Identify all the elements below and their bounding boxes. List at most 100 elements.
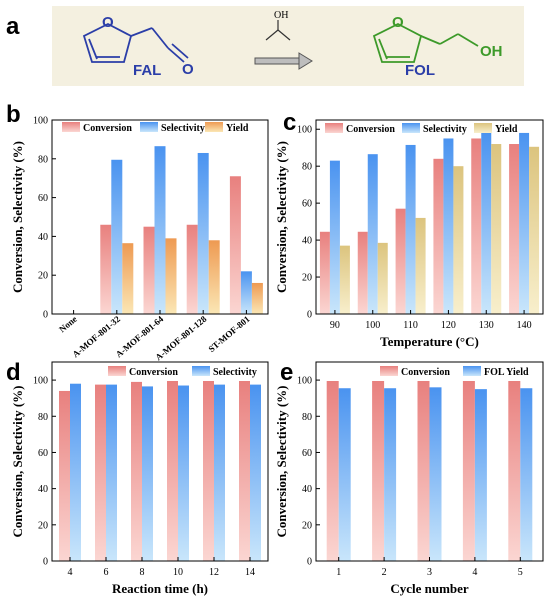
legend-label-c: Selectivity	[423, 124, 467, 135]
ytick-label-e: 80	[302, 412, 312, 423]
legend-label-d: Selectivity	[213, 367, 257, 378]
xtick-label-c: 110	[403, 320, 418, 331]
fol-label: FOL	[405, 62, 435, 79]
bar-b-selectivity-2	[154, 146, 166, 314]
bar-d-conversion-4	[203, 380, 214, 561]
chart-e: 0 20 40 60 80 100 1 2 3 4 5 Conversion, Selectivity…	[274, 361, 544, 596]
bar-e-conversion-3	[462, 380, 475, 561]
ytick-label-b: 80	[38, 154, 48, 165]
ytick-label-c: 100	[297, 125, 312, 136]
bar-b-conversion-4	[229, 176, 241, 314]
bar-c-selectivity-4	[481, 132, 492, 314]
ytick-label-c: 40	[302, 236, 312, 247]
ytick-label-d: 0	[43, 557, 48, 568]
reaction-scheme: O O FAL OH O OH FOL	[52, 6, 524, 86]
bar-c-conversion-1	[357, 231, 368, 314]
bar-d-conversion-5	[239, 380, 250, 561]
ytick-label-c: 20	[302, 273, 312, 284]
bar-d-selectivity-5	[250, 384, 261, 561]
bar-b-conversion-1	[100, 224, 112, 314]
fol-molecule	[372, 22, 479, 63]
xtick-label-d: 10	[173, 567, 183, 578]
xtick-label-d: 4	[68, 567, 73, 578]
bar-b-selectivity-1	[111, 159, 123, 314]
xtick-label-c: 120	[441, 320, 456, 331]
bar-e-fol-yield-2	[429, 387, 442, 561]
legend-label-b: Selectivity	[161, 123, 205, 134]
bar-c-yield-3	[453, 166, 464, 314]
fol-ring-oxygen: O	[392, 14, 404, 31]
scheme-background	[52, 6, 524, 86]
bar-c-conversion-0	[319, 231, 330, 314]
panel-letter-b: b	[6, 101, 21, 128]
xtick-label-b: None	[57, 314, 79, 335]
ytick-label-b: 20	[38, 271, 48, 282]
bar-e-conversion-0	[326, 380, 339, 561]
legend-swatch-e	[463, 366, 481, 376]
xlabel-d: Reaction time (h)	[112, 581, 208, 596]
bar-e-fol-yield-1	[384, 388, 397, 561]
fal-ring-oxygen: O	[102, 14, 114, 31]
ytick-label-c: 60	[302, 199, 312, 210]
bar-d-selectivity-3	[178, 385, 189, 561]
legend-label-d: Conversion	[129, 367, 178, 378]
xtick-label-d: 12	[209, 567, 219, 578]
legend-swatch-b	[205, 122, 223, 132]
ytick-label-e: 100	[297, 376, 312, 387]
ytick-label-c: 80	[302, 162, 312, 173]
bar-d-selectivity-2	[142, 386, 153, 561]
xtick-label-e: 3	[427, 567, 432, 578]
bar-c-conversion-2	[395, 208, 406, 314]
legend-label-b: Conversion	[83, 123, 132, 134]
xtick-label-e: 5	[518, 567, 523, 578]
xtick-label-d: 14	[245, 567, 255, 578]
legend-label-e: Conversion	[401, 367, 450, 378]
xtick-label-d: 6	[104, 567, 109, 578]
ytick-label-e: 0	[307, 557, 312, 568]
bar-c-conversion-4	[471, 138, 482, 314]
xtick-label-e: 2	[382, 567, 387, 578]
panel-letter-e: e	[280, 359, 293, 386]
ytick-label-b: 0	[43, 310, 48, 321]
xtick-label-c: 140	[517, 320, 532, 331]
chart-c: 0 20 40 60 80 100 90 100 110 120 130 140 Conversion,…	[274, 119, 544, 349]
ylabel-c: Conversion, Selectivity (%)	[274, 141, 289, 293]
fal-aldehyde-oxygen: O	[182, 61, 194, 78]
ytick-label-e: 20	[302, 520, 312, 531]
xlabel-c: Temperature (°C)	[380, 334, 479, 349]
isopropanol-reagent	[265, 20, 291, 41]
legend-swatch-d	[192, 366, 210, 376]
chart-b: 020406080100NoneA-MOF-801-32A-MOF-801-64…	[10, 116, 269, 362]
ytick-label-c: 0	[307, 310, 312, 321]
bar-d-selectivity-1	[106, 384, 117, 561]
xtick-label-e: 4	[472, 567, 477, 578]
bar-c-conversion-5	[509, 144, 520, 314]
bar-c-yield-0	[339, 245, 350, 314]
bar-c-yield-1	[377, 242, 388, 314]
plot-frame-c	[315, 119, 544, 315]
bar-c-yield-4	[491, 144, 502, 314]
bar-d-selectivity-4	[214, 384, 225, 561]
bar-c-selectivity-2	[405, 144, 416, 314]
legend-label-e: FOL Yield	[484, 367, 529, 378]
bar-c-conversion-3	[433, 158, 444, 314]
ytick-label-d: 20	[38, 520, 48, 531]
bar-c-yield-2	[415, 217, 426, 314]
reaction-arrow	[254, 52, 313, 70]
xlabel-e: Cycle number	[390, 581, 469, 596]
legend-swatch-d	[108, 366, 126, 376]
fal-molecule	[82, 22, 189, 63]
legend-swatch-b	[62, 122, 80, 132]
bar-b-selectivity-4	[240, 271, 252, 314]
ytick-label-e: 60	[302, 448, 312, 459]
ytick-label-d: 80	[38, 412, 48, 423]
legend-swatch-c	[402, 123, 420, 133]
bar-b-yield-1	[122, 243, 134, 314]
panel-letter-a: a	[6, 13, 20, 40]
bar-d-conversion-3	[167, 380, 178, 561]
isopropanol-oh: OH	[274, 10, 288, 21]
legend-swatch-c	[474, 123, 492, 133]
ytick-label-d: 60	[38, 448, 48, 459]
ylabel-d: Conversion, Selectivity (%)	[10, 385, 25, 537]
